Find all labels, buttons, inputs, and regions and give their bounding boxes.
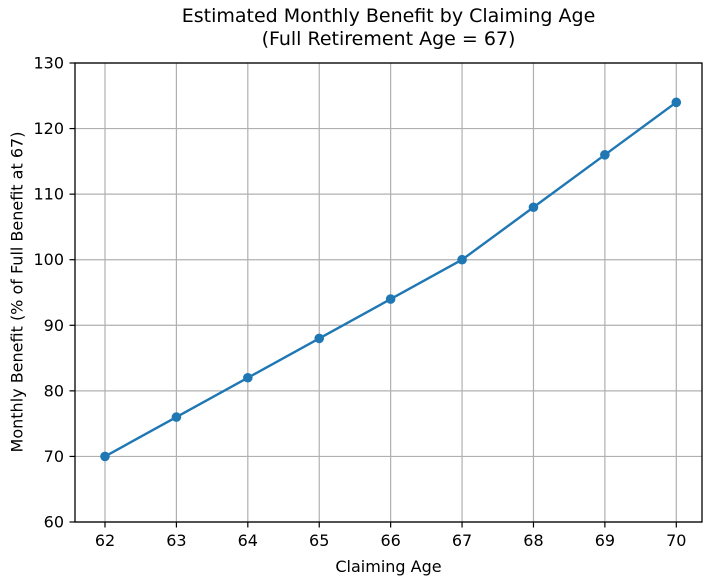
chart-subtitle: (Full Retirement Age = 67) (261, 28, 516, 50)
y-tick-label: 80 (44, 381, 64, 400)
x-tick-label: 70 (666, 531, 686, 550)
x-tick-label: 63 (166, 531, 186, 550)
data-point-age-65 (314, 333, 325, 344)
y-tick-label: 70 (44, 447, 64, 466)
y-tick-label: 60 (44, 513, 64, 532)
x-tick-label: 66 (380, 531, 400, 550)
chart-title: Estimated Monthly Benefit by Claiming Ag… (181, 5, 596, 27)
plot-border (74, 62, 703, 523)
data-point-age-64 (243, 372, 253, 383)
y-tick-label: 110 (33, 185, 64, 204)
x-tick-label: 67 (452, 531, 472, 550)
x-tick-label: 69 (595, 531, 615, 550)
y-tick-label: 120 (33, 119, 64, 138)
data-point-age-69 (600, 150, 610, 160)
y-tick-label: 130 (33, 54, 64, 73)
x-tick-label: 68 (523, 531, 543, 550)
data-point-age-70 (671, 97, 682, 108)
y-tick-label: 90 (44, 316, 64, 335)
x-tick-label: 64 (238, 531, 258, 550)
data-point-age-63 (171, 412, 182, 422)
x-tick-label: 65 (309, 531, 329, 550)
data-point-age-66 (385, 294, 396, 304)
x-axis-label: Claiming Age (335, 557, 442, 576)
x-tick-label: 62 (95, 531, 115, 550)
chart-title-block: Estimated Monthly Benefit by Claiming Ag… (75, 5, 702, 51)
data-point-age-62 (100, 451, 110, 462)
y-axis-label: Monthly Benefit (% of Full Benefit at 67… (7, 131, 27, 453)
data-point-age-68 (528, 202, 539, 213)
data-point-age-67 (457, 254, 467, 265)
y-tick-label: 100 (33, 250, 64, 269)
